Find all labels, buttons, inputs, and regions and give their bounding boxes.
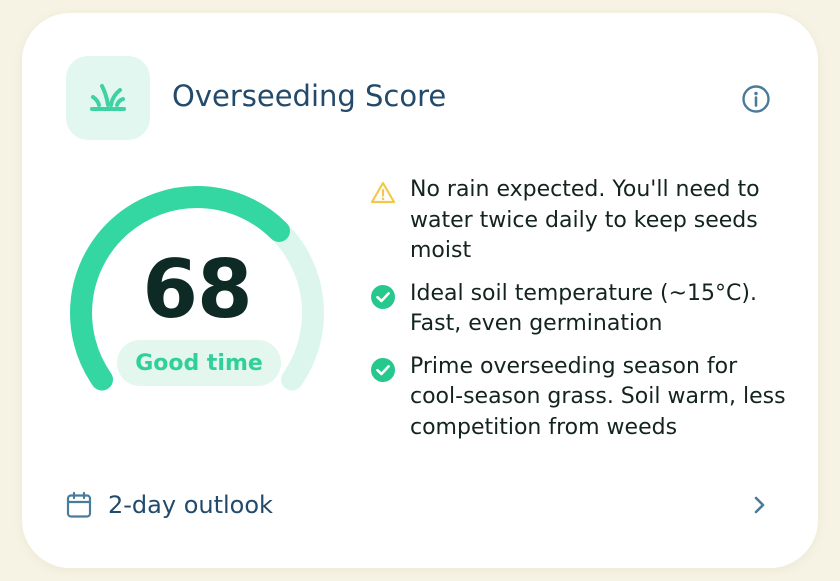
calendar-icon: [66, 491, 92, 518]
status-badge: Good time: [117, 340, 281, 386]
insight-item: No rain expected. You'll need to water t…: [370, 175, 790, 267]
insight-text: Prime overseeding season for cool-season…: [410, 353, 786, 440]
insight-text: No rain expected. You'll need to water t…: [410, 177, 760, 263]
score-gauge: 68 Good time: [67, 181, 337, 421]
check-circle-icon: [371, 284, 395, 309]
gauge-fill: [70, 186, 291, 391]
warning-triangle-icon: [370, 181, 396, 204]
info-icon[interactable]: [740, 83, 772, 115]
card-title: Overseeding Score: [172, 79, 447, 113]
chevron-right-icon[interactable]: [747, 493, 771, 517]
insights-list: No rain expected. You'll need to water t…: [370, 175, 790, 455]
score-value: 68: [142, 243, 252, 336]
grass-sprout-icon: [66, 56, 150, 140]
overseeding-score-card: Overseeding Score 68 Good time No rain e…: [22, 13, 818, 568]
insight-item: Ideal soil temperature (~15°C). Fast, ev…: [370, 279, 790, 340]
insight-text: Ideal soil temperature (~15°C). Fast, ev…: [410, 280, 757, 337]
insight-item: Prime overseeding season for cool-season…: [370, 352, 790, 444]
check-circle-icon: [371, 357, 395, 382]
outlook-button[interactable]: 2-day outlook: [66, 485, 771, 525]
outlook-label: 2-day outlook: [108, 491, 273, 519]
